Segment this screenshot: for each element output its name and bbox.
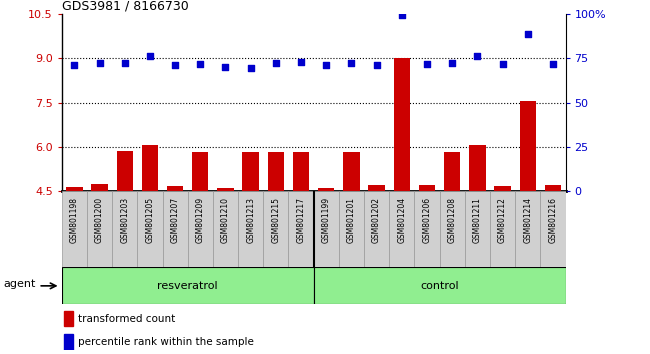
Point <box>371 62 382 68</box>
Text: GSM801203: GSM801203 <box>120 197 129 243</box>
Bar <box>87 191 112 267</box>
Text: GDS3981 / 8166730: GDS3981 / 8166730 <box>62 0 188 13</box>
Bar <box>263 191 289 267</box>
Bar <box>217 188 233 191</box>
Bar <box>394 58 410 191</box>
Point <box>94 60 105 66</box>
Bar <box>364 191 389 267</box>
Point <box>346 60 357 66</box>
Bar <box>415 191 439 267</box>
Bar <box>116 152 133 191</box>
Text: GSM801209: GSM801209 <box>196 197 205 243</box>
Bar <box>465 191 490 267</box>
Point <box>548 61 558 67</box>
Bar <box>167 186 183 191</box>
Bar <box>137 191 162 267</box>
Text: GSM801202: GSM801202 <box>372 197 381 243</box>
Point <box>447 60 458 66</box>
Text: GSM801206: GSM801206 <box>422 197 432 243</box>
Point <box>321 62 332 68</box>
Text: GSM801217: GSM801217 <box>296 197 306 243</box>
Bar <box>519 101 536 191</box>
Bar <box>439 191 465 267</box>
Bar <box>313 191 339 267</box>
Text: GSM801211: GSM801211 <box>473 197 482 243</box>
Text: GSM801212: GSM801212 <box>498 197 507 243</box>
Bar <box>490 191 515 267</box>
Text: transformed count: transformed count <box>78 314 175 324</box>
Text: GSM801208: GSM801208 <box>448 197 457 243</box>
Bar <box>318 188 334 191</box>
Point <box>220 64 231 69</box>
Text: GSM801201: GSM801201 <box>347 197 356 243</box>
Point <box>145 53 155 59</box>
Text: agent: agent <box>3 279 36 289</box>
Bar <box>62 267 313 304</box>
Bar <box>545 185 561 191</box>
Text: GSM801210: GSM801210 <box>221 197 230 243</box>
Point <box>120 60 130 66</box>
Bar <box>142 145 158 191</box>
Bar <box>515 191 540 267</box>
Text: GSM801200: GSM801200 <box>95 197 104 243</box>
Point <box>296 59 306 65</box>
Text: percentile rank within the sample: percentile rank within the sample <box>78 337 254 347</box>
Bar <box>444 152 460 191</box>
Bar <box>369 185 385 191</box>
Bar <box>64 311 73 326</box>
Point <box>472 53 482 59</box>
Bar <box>192 152 209 191</box>
Text: resveratrol: resveratrol <box>157 281 218 291</box>
Point <box>69 62 79 68</box>
Point <box>170 62 180 68</box>
Bar <box>162 191 188 267</box>
Text: GSM801205: GSM801205 <box>146 197 155 243</box>
Text: control: control <box>421 281 459 291</box>
Point <box>422 61 432 67</box>
Bar <box>419 185 435 191</box>
Text: GSM801213: GSM801213 <box>246 197 255 243</box>
Bar <box>242 152 259 191</box>
Point <box>270 60 281 65</box>
Bar <box>495 186 511 191</box>
Bar <box>389 191 415 267</box>
Bar <box>540 191 566 267</box>
Bar <box>268 152 284 191</box>
Text: GSM801215: GSM801215 <box>271 197 280 243</box>
Bar <box>293 152 309 191</box>
Bar <box>112 191 137 267</box>
Point <box>195 61 205 67</box>
Text: GSM801216: GSM801216 <box>549 197 558 243</box>
Bar <box>289 191 313 267</box>
Point <box>497 61 508 67</box>
Bar <box>213 191 238 267</box>
Text: GSM801198: GSM801198 <box>70 197 79 243</box>
Text: GSM801207: GSM801207 <box>170 197 179 243</box>
Bar <box>188 191 213 267</box>
Point <box>523 32 533 37</box>
Point <box>246 65 256 71</box>
Bar <box>66 187 83 191</box>
Bar <box>64 334 73 350</box>
Text: GSM801204: GSM801204 <box>397 197 406 243</box>
Bar <box>92 184 108 191</box>
Text: GSM801199: GSM801199 <box>322 197 331 243</box>
Bar <box>343 152 359 191</box>
Bar <box>238 191 263 267</box>
Bar <box>62 191 87 267</box>
Bar <box>339 191 364 267</box>
Bar <box>313 267 566 304</box>
Text: GSM801214: GSM801214 <box>523 197 532 243</box>
Bar <box>469 144 486 191</box>
Point <box>396 12 407 18</box>
